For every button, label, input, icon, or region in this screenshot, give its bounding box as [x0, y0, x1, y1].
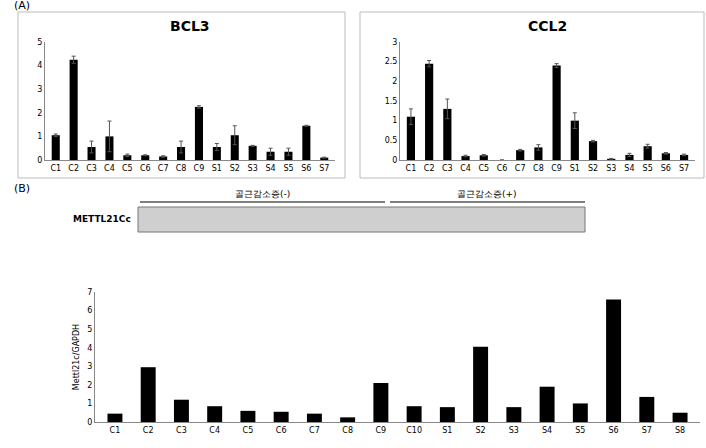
svg-text:0: 0 — [37, 156, 42, 165]
svg-text:C8: C8 — [342, 426, 353, 435]
svg-text:S8: S8 — [675, 426, 685, 435]
svg-text:골근감소증(-): 골근감소증(-) — [235, 189, 290, 199]
svg-text:2: 2 — [37, 109, 42, 118]
svg-text:C3: C3 — [442, 164, 453, 173]
svg-text:C9: C9 — [194, 164, 205, 173]
svg-text:C1: C1 — [406, 164, 417, 173]
svg-text:S6: S6 — [661, 164, 671, 173]
svg-text:S7: S7 — [319, 164, 329, 173]
svg-text:S1: S1 — [570, 164, 580, 173]
svg-text:골근감소증(+): 골근감소증(+) — [457, 189, 517, 199]
svg-text:S6: S6 — [608, 426, 618, 435]
svg-text:1: 1 — [87, 399, 92, 408]
svg-text:C7: C7 — [515, 164, 526, 173]
svg-text:C4: C4 — [104, 164, 115, 173]
svg-text:BCL3: BCL3 — [170, 18, 210, 34]
svg-text:1: 1 — [392, 116, 397, 125]
svg-text:7: 7 — [87, 288, 92, 297]
svg-text:CCL2: CCL2 — [528, 18, 567, 34]
svg-text:C5: C5 — [478, 164, 489, 173]
svg-text:S5: S5 — [643, 164, 653, 173]
svg-text:S4: S4 — [624, 164, 634, 173]
svg-text:3: 3 — [392, 38, 397, 47]
svg-text:C9: C9 — [551, 164, 562, 173]
svg-text:C6: C6 — [276, 426, 287, 435]
svg-text:0: 0 — [87, 418, 92, 427]
svg-text:0: 0 — [392, 156, 397, 165]
svg-text:(A): (A) — [14, 0, 30, 12]
svg-text:METTL21Cc: METTL21Cc — [73, 214, 131, 224]
svg-text:C1: C1 — [50, 164, 61, 173]
svg-text:S3: S3 — [509, 426, 519, 435]
svg-text:2: 2 — [392, 77, 397, 86]
svg-text:5: 5 — [37, 38, 42, 47]
svg-text:S5: S5 — [283, 164, 293, 173]
svg-text:0.5: 0.5 — [385, 136, 398, 145]
svg-text:C8: C8 — [533, 164, 544, 173]
svg-text:C5: C5 — [243, 426, 254, 435]
svg-text:C7: C7 — [158, 164, 169, 173]
svg-text:S4: S4 — [542, 426, 552, 435]
svg-text:4: 4 — [37, 61, 42, 70]
svg-text:3: 3 — [87, 362, 92, 371]
svg-text:2: 2 — [87, 381, 92, 390]
svg-text:S2: S2 — [476, 426, 486, 435]
svg-text:S4: S4 — [265, 164, 275, 173]
svg-text:C3: C3 — [176, 426, 187, 435]
svg-text:S3: S3 — [248, 164, 258, 173]
svg-text:S1: S1 — [212, 164, 222, 173]
svg-text:C10: C10 — [406, 426, 422, 435]
svg-text:C3: C3 — [86, 164, 97, 173]
svg-text:C9: C9 — [376, 426, 387, 435]
svg-text:S1: S1 — [442, 426, 452, 435]
svg-text:C2: C2 — [424, 164, 435, 173]
svg-text:S7: S7 — [642, 426, 652, 435]
svg-text:C6: C6 — [140, 164, 151, 173]
svg-text:C5: C5 — [122, 164, 133, 173]
svg-text:3: 3 — [37, 85, 42, 94]
svg-text:1: 1 — [37, 132, 42, 141]
svg-text:C6: C6 — [497, 164, 508, 173]
svg-text:1.5: 1.5 — [385, 97, 398, 106]
svg-text:C2: C2 — [143, 426, 154, 435]
svg-text:C8: C8 — [176, 164, 187, 173]
svg-text:S5: S5 — [575, 426, 585, 435]
svg-text:S2: S2 — [230, 164, 240, 173]
svg-text:2.5: 2.5 — [385, 57, 398, 66]
svg-text:Mettl21c/GAPDH: Mettl21c/GAPDH — [72, 324, 81, 390]
svg-text:S3: S3 — [606, 164, 616, 173]
svg-text:S6: S6 — [301, 164, 311, 173]
svg-text:C2: C2 — [68, 164, 79, 173]
svg-text:4: 4 — [87, 344, 92, 353]
svg-text:(B): (B) — [14, 182, 30, 195]
svg-text:C4: C4 — [460, 164, 471, 173]
svg-text:S2: S2 — [588, 164, 598, 173]
svg-text:5: 5 — [87, 325, 92, 334]
svg-text:6: 6 — [87, 306, 92, 315]
svg-text:C7: C7 — [309, 426, 320, 435]
svg-text:C1: C1 — [110, 426, 121, 435]
svg-text:C4: C4 — [209, 426, 220, 435]
svg-text:S7: S7 — [679, 164, 689, 173]
